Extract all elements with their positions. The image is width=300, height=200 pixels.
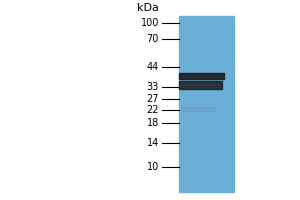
Text: 100: 100: [141, 18, 159, 28]
Text: 70: 70: [147, 34, 159, 44]
Bar: [178, 16, 234, 192]
Text: 10: 10: [147, 162, 159, 172]
Text: 27: 27: [146, 94, 159, 104]
Text: 18: 18: [147, 118, 159, 128]
Text: 33: 33: [147, 82, 159, 92]
Text: 44: 44: [147, 62, 159, 72]
Text: 22: 22: [146, 105, 159, 115]
Text: kDa: kDa: [137, 3, 159, 13]
Text: 14: 14: [147, 138, 159, 148]
